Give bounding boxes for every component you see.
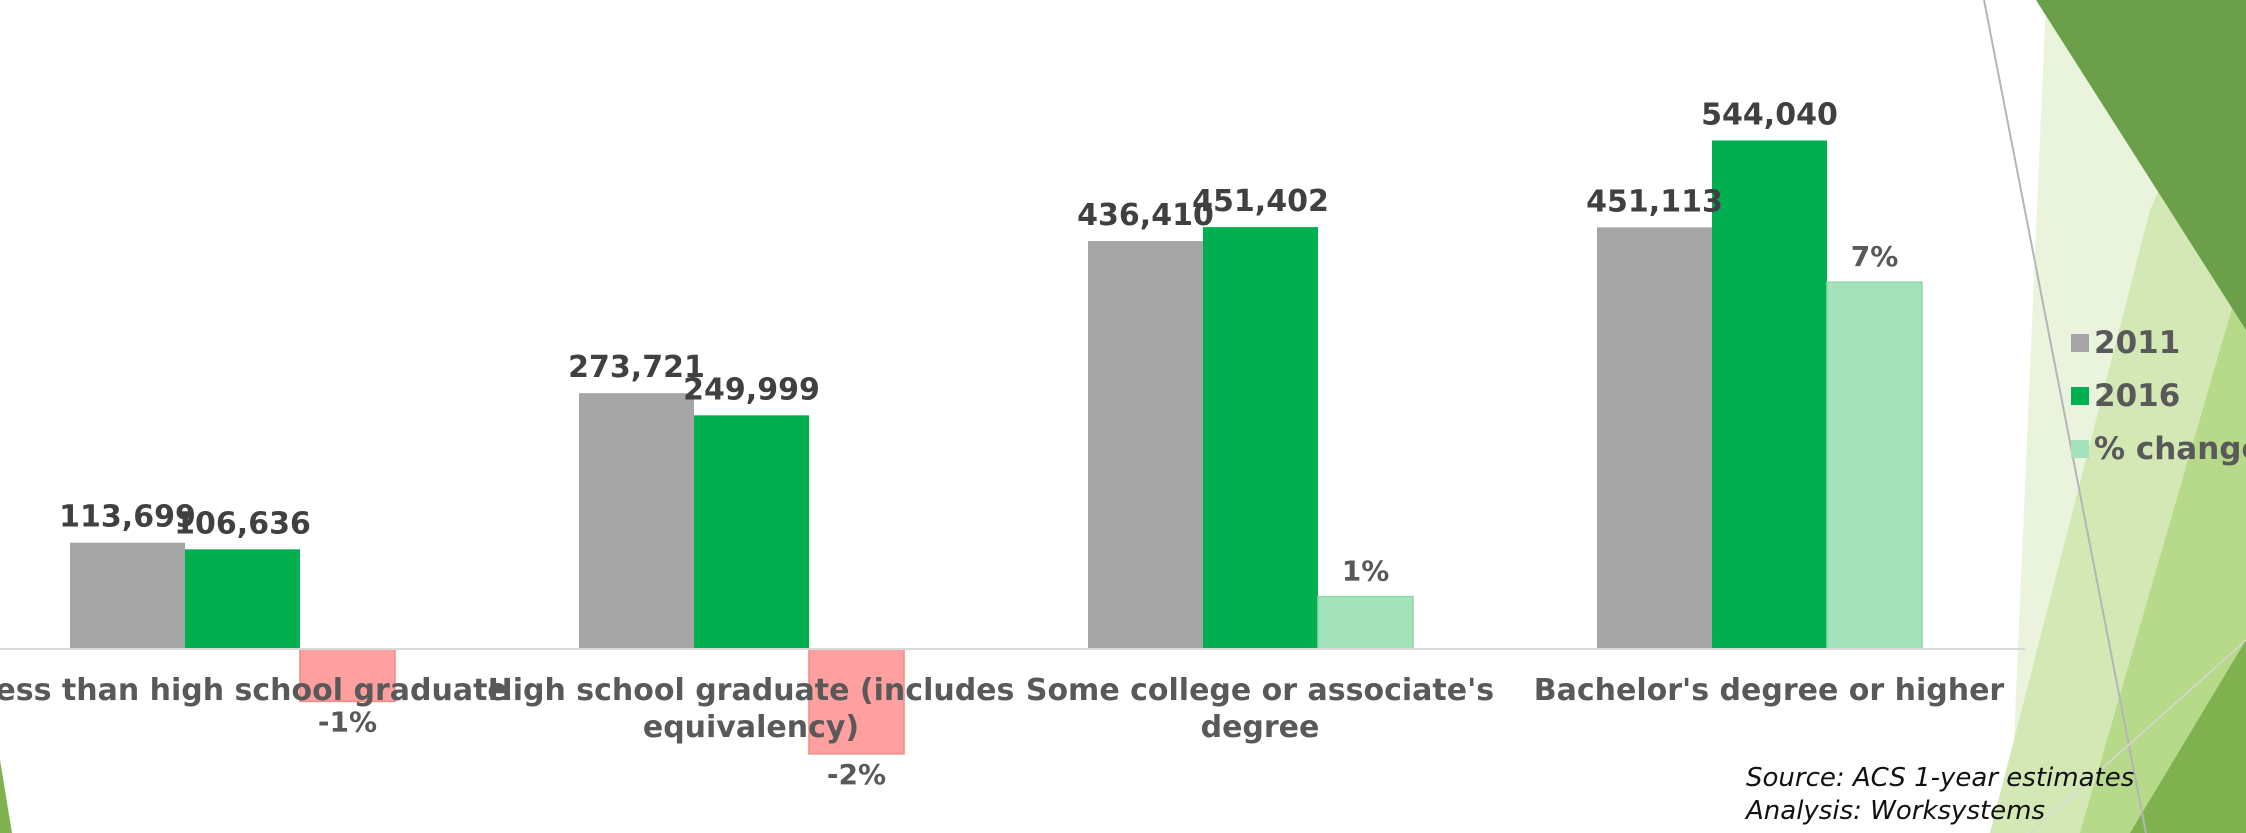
- legend-swatch: [2071, 440, 2089, 458]
- bar-2011: [70, 542, 185, 649]
- legend-label: 2011: [2094, 325, 2180, 361]
- data-label-pct-change: -1%: [318, 705, 377, 738]
- category-label: Bachelor's degree or higher: [1534, 673, 2005, 708]
- legend-swatch: [2071, 387, 2089, 405]
- data-label-pct-change: -2%: [827, 758, 886, 791]
- bar-2011: [1597, 227, 1712, 650]
- legend: 2011 2016 % change: [2071, 325, 2246, 467]
- source-line: Source: ACS 1-year estimates: [1746, 763, 2135, 793]
- legend-label: 2016: [2094, 378, 2180, 414]
- data-label-pct-change: 1%: [1342, 555, 1390, 588]
- bar-pct-change: [299, 648, 396, 703]
- data-label-2011: 273,721: [568, 350, 705, 385]
- bars-layer: [70, 140, 1923, 755]
- bar-pct-change: [808, 648, 905, 755]
- data-label-2016: 451,402: [1192, 184, 1329, 219]
- bar-2016: [694, 415, 809, 649]
- legend-label: % change: [2094, 431, 2246, 467]
- bar-2016: [1203, 227, 1318, 649]
- analysis-line: Analysis: Worksystems: [1746, 796, 2046, 826]
- decor-thin-line: [1983, 0, 2147, 833]
- bar-2011: [579, 393, 694, 649]
- bar-2016: [185, 549, 300, 649]
- bar-pct-change: [1317, 595, 1414, 650]
- data-label-2011: 113,699: [59, 500, 196, 535]
- decor-dark-bottom: [2130, 640, 2246, 833]
- data-label-2016: 249,999: [683, 372, 820, 407]
- category-label: degree: [1201, 710, 1320, 745]
- data-label-2011: 451,113: [1586, 184, 1723, 219]
- data-label-2016: 544,040: [1701, 97, 1838, 132]
- legend-swatch: [2071, 334, 2089, 352]
- category-label: High school graduate (includes: [488, 673, 1015, 708]
- decor-bright-facet: [2080, 260, 2246, 833]
- data-label-2016: 106,636: [174, 506, 311, 541]
- bar-pct-change: [1826, 281, 1923, 650]
- bar-2011: [1088, 241, 1203, 649]
- decor-left-sliver: [0, 760, 12, 833]
- data-label-2011: 436,410: [1077, 198, 1214, 233]
- decor-dark-facet: [2036, 0, 2246, 330]
- source-note: Source: ACS 1-year estimates Analysis: W…: [1746, 762, 2134, 828]
- category-label: equivalency): [643, 710, 859, 745]
- bar-2016: [1712, 140, 1827, 649]
- data-label-pct-change: 7%: [1851, 240, 1899, 273]
- decor-thin-line-2: [2029, 639, 2246, 833]
- category-label: Less than high school graduate: [0, 673, 508, 708]
- category-label: Some college or associate's: [1026, 673, 1494, 708]
